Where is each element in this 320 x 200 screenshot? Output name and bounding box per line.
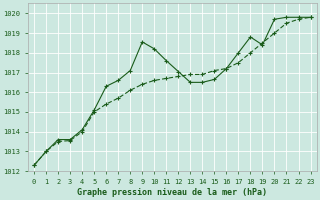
X-axis label: Graphe pression niveau de la mer (hPa): Graphe pression niveau de la mer (hPa): [77, 188, 267, 197]
